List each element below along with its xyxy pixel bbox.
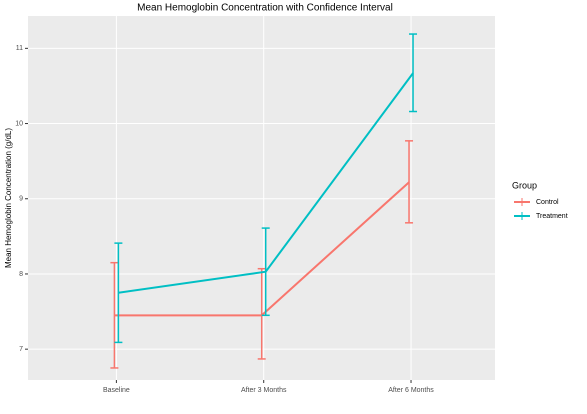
y-tick-label: 8 [19,271,23,278]
y-tick-label: 10 [15,120,23,127]
y-tick-label: 9 [19,196,23,203]
legend-label: Treatment [536,213,568,220]
error-bar [405,140,414,224]
y-axis-title: Mean Hemoglobin Concentration (g/dL) [4,128,13,268]
x-tick-label: Baseline [103,387,130,394]
y-tick-label: 11 [16,45,23,52]
x-tick-label: After 3 Months [241,387,287,394]
error-bar [409,33,418,113]
y-tick-label: 7 [19,346,23,353]
legend-title: Group [512,180,537,190]
chart-title: Mean Hemoglobin Concentration with Confi… [137,3,393,14]
legend-label: Control [536,199,559,206]
error-bar [257,267,266,360]
x-tick-label: After 6 Months [388,387,434,394]
series-line [118,72,414,294]
